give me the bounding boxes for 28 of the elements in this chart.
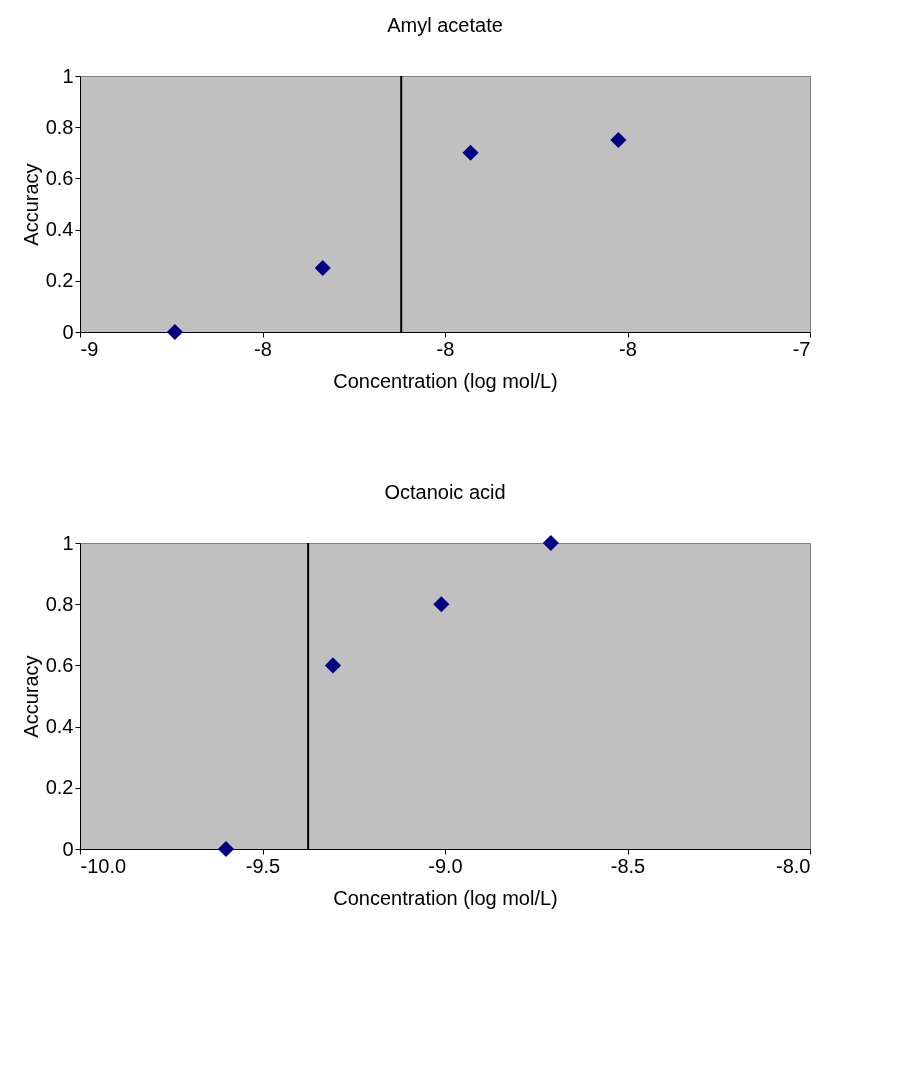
y-tick-label: 0.8 <box>45 592 74 615</box>
x-tick-label: -10.0 <box>80 854 127 877</box>
x-tick-label: -8.0 <box>776 854 811 877</box>
x-tick-label: -8 <box>254 337 272 360</box>
y-axis-title: Accuracy <box>19 655 42 738</box>
chart-title: Octanoic acid <box>384 481 506 503</box>
y-tick-label: 0.4 <box>45 218 74 241</box>
y-tick-label: 0.2 <box>45 269 74 292</box>
y-tick-label: 0.6 <box>45 653 74 676</box>
x-tick-label: -8 <box>436 337 455 360</box>
y-tick-label: 0.8 <box>45 115 74 138</box>
x-tick-label: -9 <box>80 337 99 360</box>
x-tick-label: -9.5 <box>245 854 281 877</box>
y-tick-label: 1 <box>62 64 74 87</box>
x-tick-label: -9.0 <box>428 854 463 877</box>
y-axis-title: Accuracy <box>19 163 42 246</box>
y-tick-label: 0.4 <box>45 715 74 738</box>
x-axis-title: Concentration (log mol/L) <box>333 369 558 392</box>
y-tick-label: 0.2 <box>45 776 74 799</box>
y-tick-label: 0.6 <box>45 166 74 189</box>
chart-title: Amyl acetate <box>387 14 503 36</box>
y-tick-label: 1 <box>62 531 74 554</box>
y-tick-label: 0 <box>62 320 74 343</box>
x-tick-label: -8 <box>619 337 637 360</box>
y-tick-label: 0 <box>62 837 74 860</box>
x-tick-label: -7 <box>792 337 811 360</box>
x-tick-label: -8.5 <box>610 854 646 877</box>
x-axis-title: Concentration (log mol/L) <box>333 886 558 909</box>
